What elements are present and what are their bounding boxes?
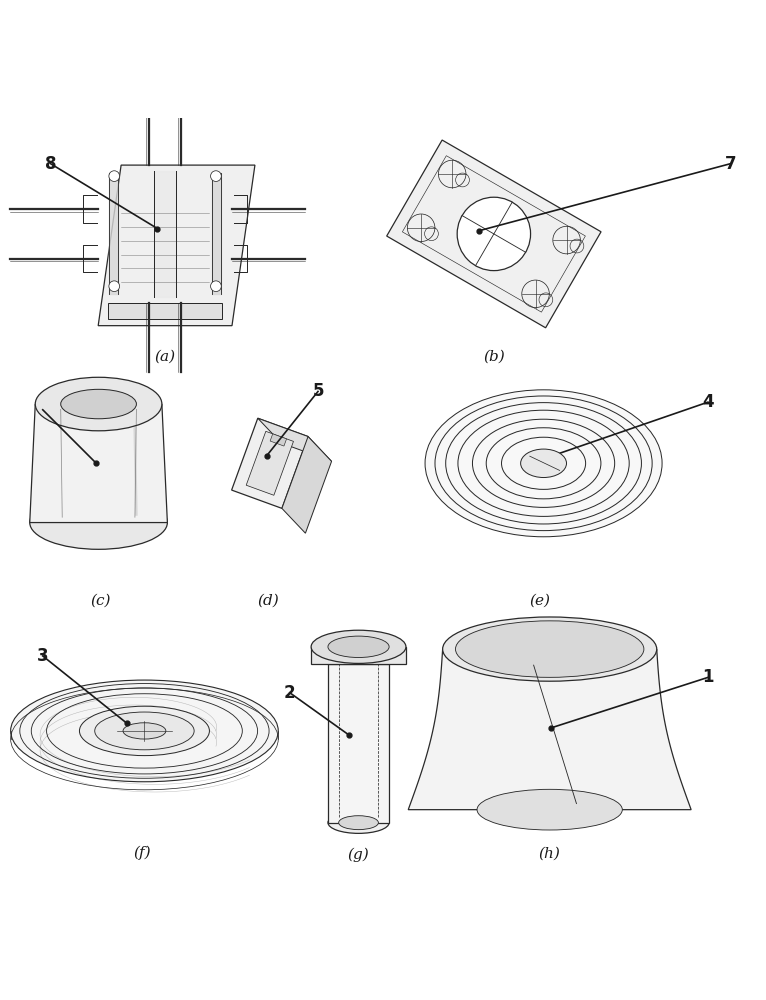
Polygon shape [311,647,406,664]
Text: 3: 3 [37,647,48,665]
Text: 2: 2 [284,684,296,702]
Ellipse shape [35,377,162,431]
Ellipse shape [123,723,166,739]
Ellipse shape [477,789,622,830]
Circle shape [211,281,221,292]
Polygon shape [408,649,691,810]
Text: (e): (e) [529,594,550,608]
Polygon shape [30,404,168,523]
Text: 7: 7 [725,155,737,173]
Ellipse shape [521,449,567,478]
Polygon shape [258,418,332,461]
Ellipse shape [95,712,194,750]
Ellipse shape [328,812,389,833]
Circle shape [109,171,119,181]
Ellipse shape [425,390,662,537]
Bar [108,303,222,319]
Polygon shape [328,664,389,823]
Text: (c): (c) [90,594,110,608]
Polygon shape [98,165,255,326]
Polygon shape [270,434,286,446]
Text: (b): (b) [483,349,505,363]
Ellipse shape [339,816,378,830]
Ellipse shape [443,617,656,681]
Ellipse shape [61,389,136,419]
Ellipse shape [311,630,406,663]
Text: (d): (d) [257,594,279,608]
Ellipse shape [456,621,644,677]
Polygon shape [231,418,308,508]
Ellipse shape [328,636,389,658]
Text: 6: 6 [37,401,48,419]
Polygon shape [246,431,293,495]
Text: 4: 4 [702,393,714,411]
Ellipse shape [80,706,209,756]
Text: (f): (f) [133,846,151,860]
Text: (a): (a) [155,349,175,363]
Text: 5: 5 [313,382,324,400]
Circle shape [109,281,119,292]
Ellipse shape [30,496,168,549]
Text: 1: 1 [702,668,714,686]
Polygon shape [282,437,332,533]
Ellipse shape [11,680,278,782]
Polygon shape [387,140,601,328]
Text: (g): (g) [348,848,369,862]
Text: (h): (h) [538,846,561,860]
Circle shape [211,171,221,181]
Text: 8: 8 [44,155,56,173]
Circle shape [457,197,531,271]
